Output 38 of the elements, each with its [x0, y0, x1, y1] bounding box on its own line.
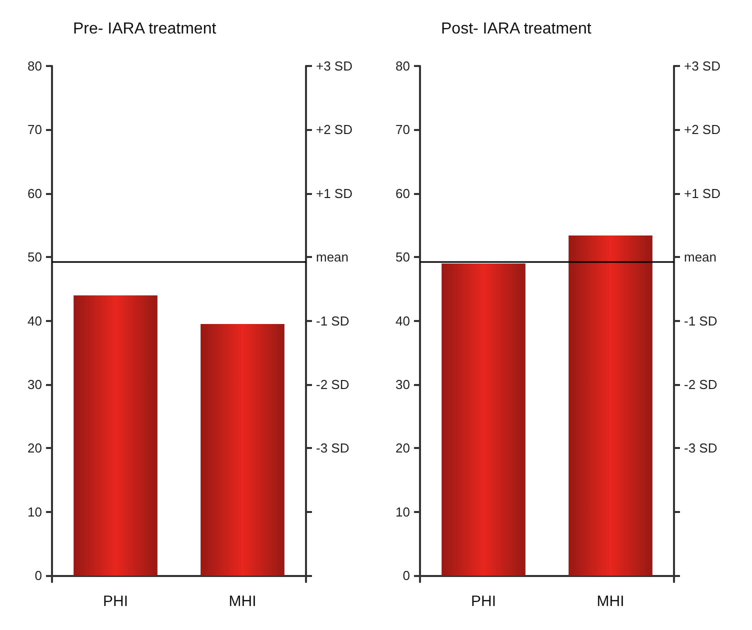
text: +3 SD [316, 58, 352, 74]
text: -2 SD [684, 377, 718, 392]
chart-title: Post- IARA treatment [441, 20, 592, 38]
y-tick-label: 0 [402, 568, 410, 584]
x-tick-label: MHI [596, 593, 624, 610]
y-tick-label: 10 [396, 504, 410, 520]
y-tick-label: 60 [396, 186, 410, 201]
chart-title: Pre- IARA treatment [73, 20, 217, 38]
y-tick-label: 70 [396, 122, 410, 138]
y-tick-label: 40 [28, 313, 42, 328]
y-tick-label: 70 [28, 122, 42, 138]
y-tick-label: 80 [396, 58, 410, 74]
y-tick-label: 30 [28, 377, 42, 392]
text: +1 SD [316, 186, 352, 201]
y-tick-label: 20 [396, 440, 410, 456]
text: -3 SD [684, 440, 718, 456]
text: -1 SD [316, 313, 350, 328]
text: mean [684, 250, 717, 265]
text: +1 SD [684, 186, 720, 201]
text: +2 SD [316, 122, 352, 138]
y-tick-label: 10 [28, 504, 42, 520]
text: -3 SD [316, 440, 350, 456]
text: -2 SD [316, 377, 350, 392]
y-tick-label: 30 [396, 377, 410, 392]
x-tick-label: MHI [228, 593, 256, 610]
x-tick-label: PHI [470, 593, 496, 610]
text: -1 SD [684, 313, 718, 328]
y-tick-label: 20 [28, 440, 42, 456]
y-tick-label: 40 [396, 313, 410, 328]
y-tick-label: 50 [396, 250, 410, 265]
text: +3 SD [684, 58, 720, 74]
y-tick-label: 60 [28, 186, 42, 201]
y-tick-label: 0 [34, 568, 42, 584]
text: mean [316, 250, 349, 265]
y-tick-label: 80 [28, 58, 42, 74]
y-tick-label: 50 [28, 250, 42, 265]
x-tick-label: PHI [102, 593, 128, 610]
text: +2 SD [684, 122, 720, 138]
